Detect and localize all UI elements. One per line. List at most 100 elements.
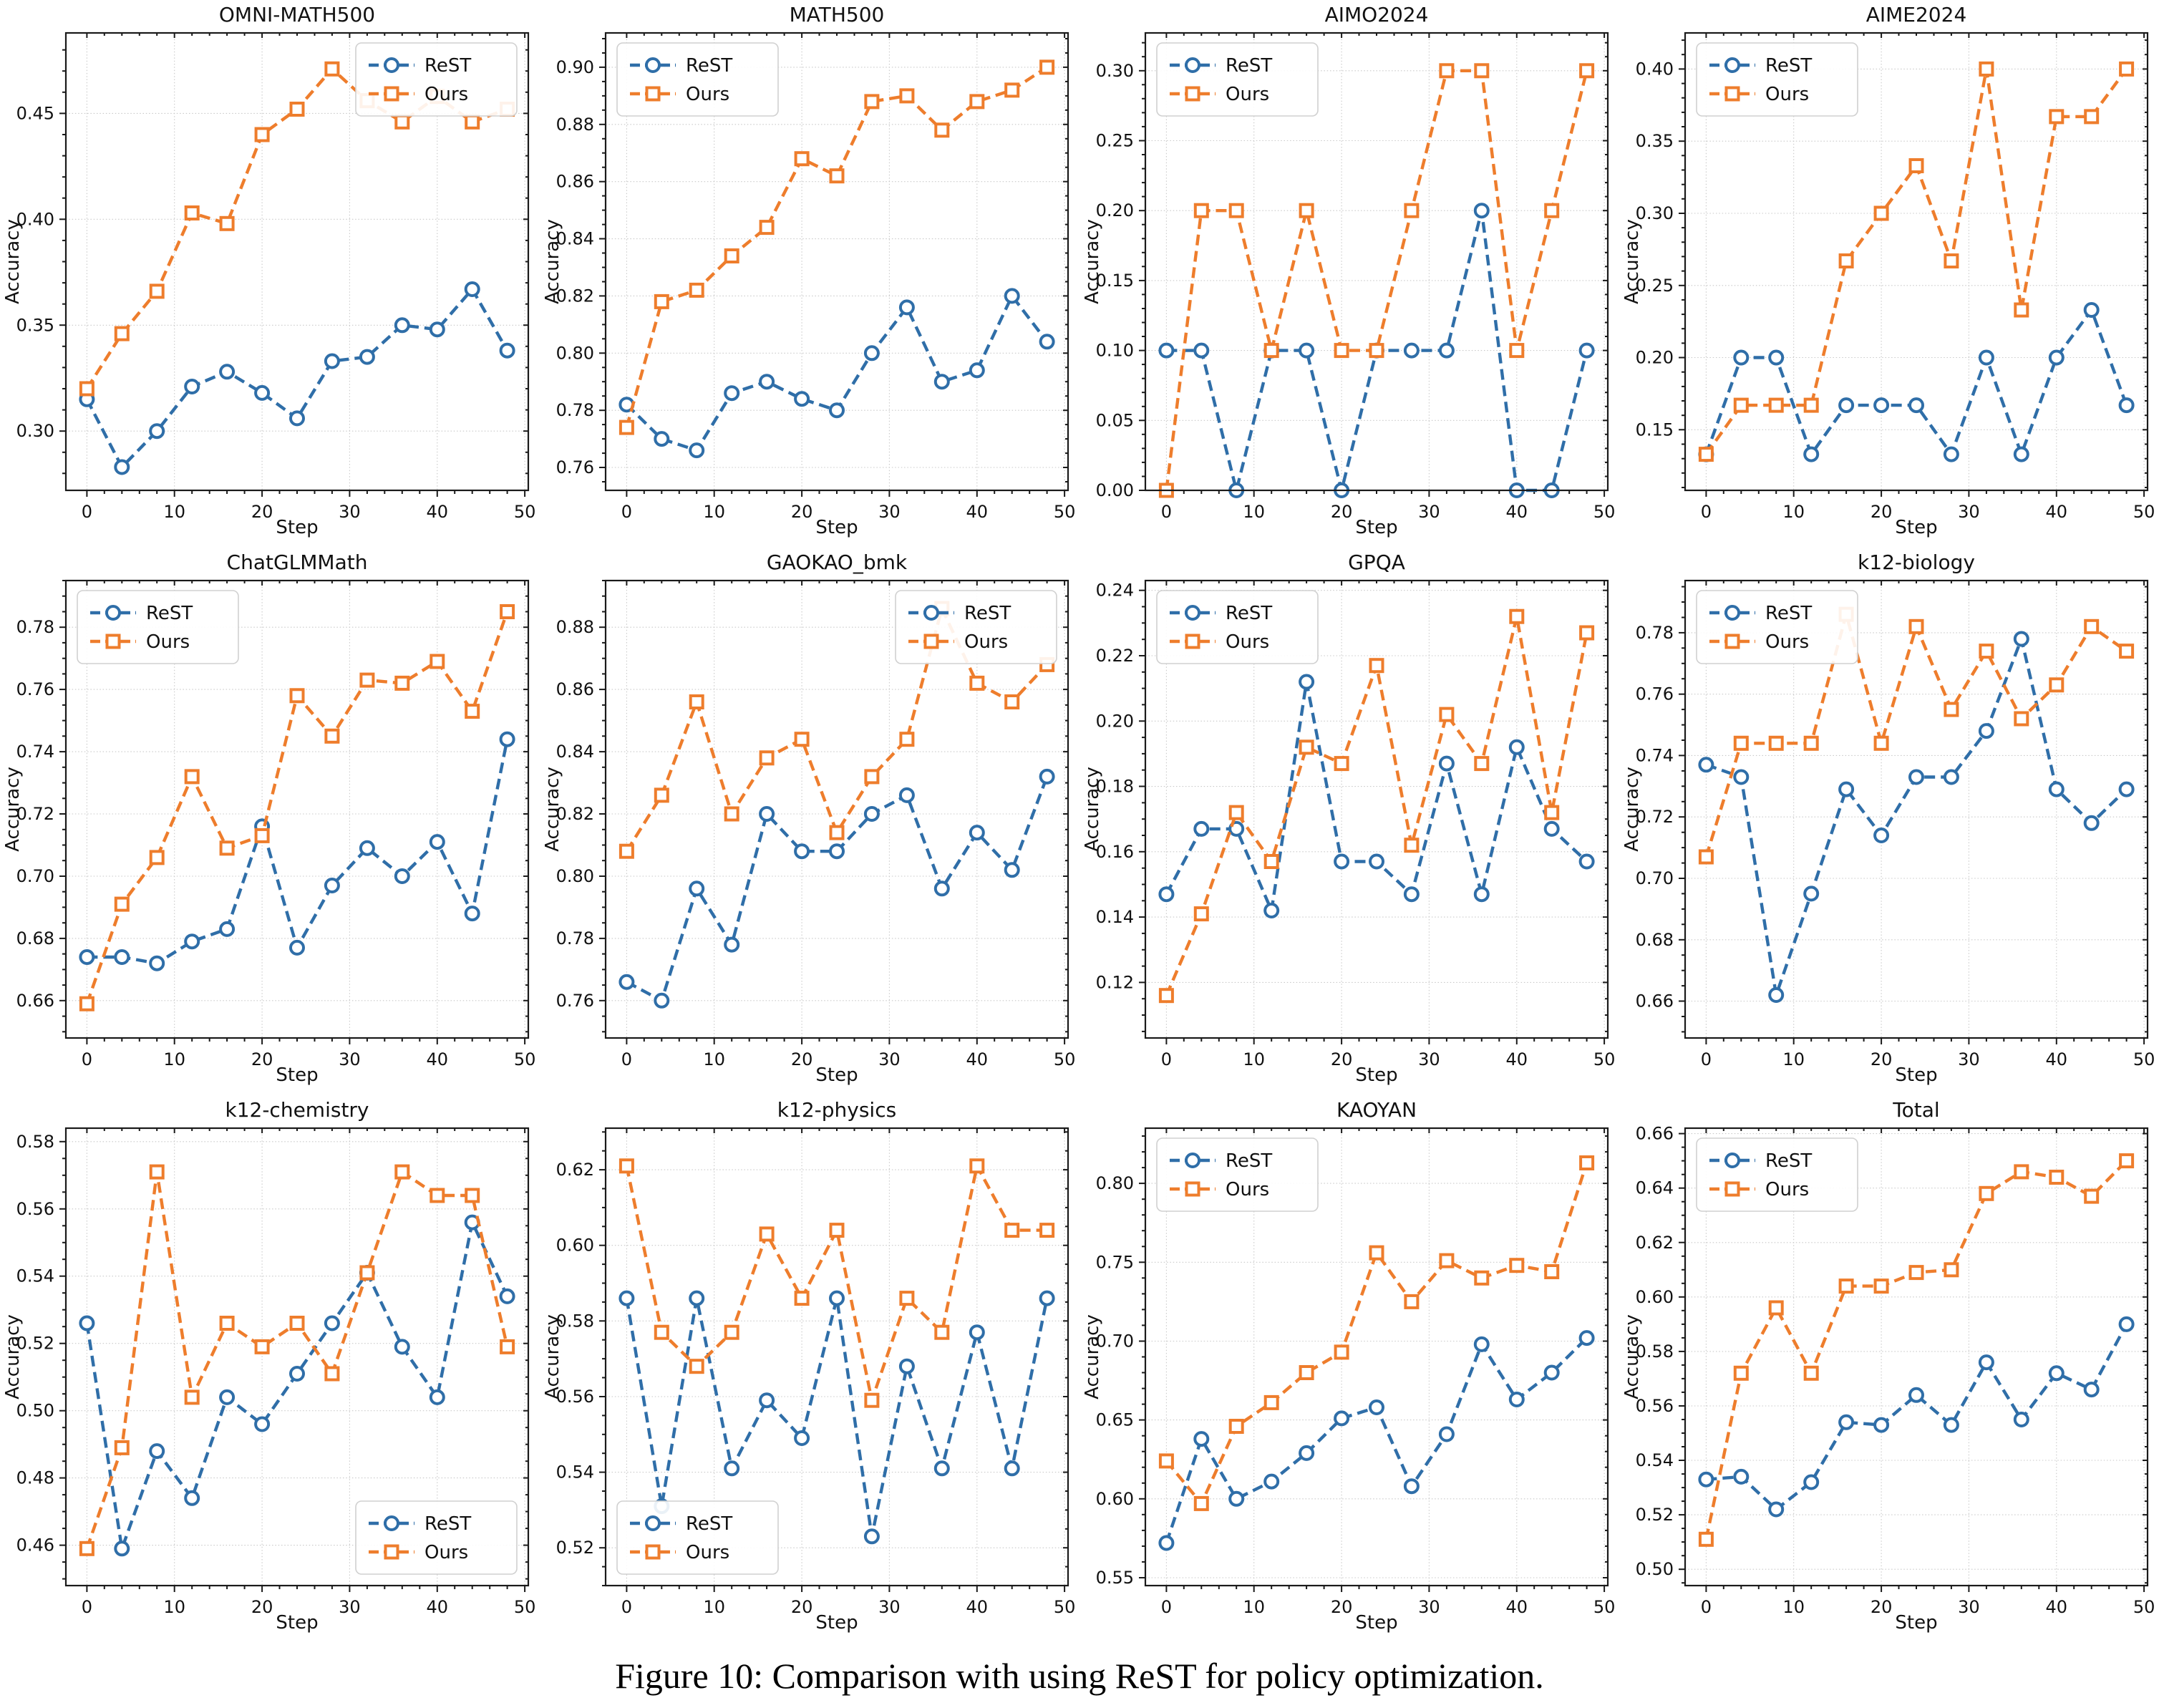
marker-ReST [1978, 723, 1994, 739]
chart-title: k12-physics [777, 1098, 896, 1122]
charts-grid: 0 10 20 30 40 50 0.30 0.35 0.40 0.45 ReST Ours OMNI-… [2, 0, 2159, 1634]
svg-text:0.10: 0.10 [1096, 341, 1134, 361]
svg-text:0.24: 0.24 [1096, 581, 1134, 601]
marker-ReST [359, 349, 375, 365]
chart-title: k12-biology [1858, 550, 1975, 574]
legend: ReST Ours [1696, 590, 1858, 664]
series-Ours [1165, 1162, 1588, 1507]
svg-text:0.50: 0.50 [1636, 1559, 1674, 1579]
svg-text:0.62: 0.62 [556, 1160, 594, 1180]
marker-ReST [1438, 755, 1455, 772]
marker-Ours [1299, 739, 1314, 755]
marker-Ours [969, 1158, 985, 1174]
marker-Ours [1908, 158, 1924, 173]
svg-text:40: 40 [966, 502, 989, 522]
marker-Ours [654, 787, 669, 803]
marker-ReST [1299, 1445, 1315, 1461]
marker-Ours [969, 675, 985, 691]
marker-ReST [429, 834, 445, 850]
svg-text:0.70: 0.70 [16, 866, 54, 886]
marker-ReST [499, 342, 515, 359]
chart-title: ChatGLMMath [227, 550, 368, 574]
svg-text:0.62: 0.62 [1636, 1233, 1674, 1253]
svg-text:0.56: 0.56 [556, 1387, 594, 1407]
marker-Ours [1404, 838, 1420, 853]
legend: ReST Ours [1156, 42, 1319, 117]
marker-ReST [1978, 349, 1994, 366]
marker-Ours [1439, 63, 1455, 79]
svg-text:0.74: 0.74 [1636, 745, 1674, 765]
svg-text:0.76: 0.76 [556, 991, 594, 1011]
svg-text:20: 20 [1331, 1049, 1353, 1069]
marker-Ours [864, 1392, 880, 1408]
marker-Ours [500, 604, 515, 619]
svg-text:0.15: 0.15 [1636, 419, 1674, 440]
marker-ReST [1438, 1426, 1455, 1442]
marker-Ours [1698, 447, 1714, 462]
marker-Ours [254, 1339, 270, 1354]
svg-text:0.58: 0.58 [16, 1132, 54, 1152]
svg-text:0.66: 0.66 [16, 991, 54, 1011]
svg-text:0.72: 0.72 [1636, 807, 1674, 827]
marker-ReST [219, 1389, 236, 1405]
svg-text:10: 10 [1243, 502, 1265, 522]
svg-text:40: 40 [966, 1049, 989, 1069]
marker-ReST [2048, 1365, 2065, 1382]
x-axis-label: Step [815, 1064, 858, 1086]
svg-text:0: 0 [621, 1049, 632, 1069]
marker-Ours [1404, 1294, 1420, 1309]
svg-text:0.88: 0.88 [556, 617, 594, 637]
marker-Ours [759, 1226, 775, 1242]
svg-text:10: 10 [1782, 502, 1805, 522]
marker-ReST [689, 880, 705, 897]
marker-ReST [1698, 757, 1714, 773]
x-axis-label: Step [276, 1064, 318, 1086]
marker-ReST [618, 974, 635, 990]
marker-ReST [1943, 769, 1959, 785]
marker-Ours [1544, 805, 1560, 820]
marker-Ours [1193, 1495, 1209, 1511]
marker-ReST [1193, 342, 1210, 359]
svg-text:10: 10 [163, 1049, 185, 1069]
marker-ReST [1473, 203, 1490, 219]
legend: ReST Ours [1696, 1137, 1858, 1212]
y-axis-label: Accuracy [2, 767, 24, 852]
svg-text:0.78: 0.78 [16, 617, 54, 637]
marker-ReST [969, 362, 985, 379]
legend-label: Ours [1226, 1179, 1269, 1200]
marker-Ours [1193, 203, 1209, 218]
marker-ReST [2118, 397, 2135, 414]
series-Ours [1704, 1160, 2128, 1540]
marker-Ours [1263, 343, 1279, 359]
marker-Ours [149, 1164, 165, 1180]
marker-Ours [934, 122, 950, 138]
svg-text:10: 10 [1782, 1049, 1805, 1069]
tick-labels: 0 10 20 30 40 50 0.30 0.35 0.40 0.45 [16, 103, 536, 522]
marker-Ours [1768, 735, 1784, 751]
y-axis-label: Accuracy [1621, 767, 1643, 852]
marker-ReST [1299, 674, 1315, 690]
marker-ReST [1193, 1431, 1210, 1447]
svg-text:0.88: 0.88 [556, 115, 594, 135]
marker-ReST [1473, 886, 1490, 903]
marker-ReST [1908, 1387, 1924, 1403]
svg-text:0.25: 0.25 [1636, 276, 1674, 296]
svg-text:0.76: 0.76 [556, 457, 594, 477]
figure-caption: Figure 10: Comparison with using ReST fo… [615, 1655, 1544, 1696]
svg-text:0.60: 0.60 [556, 1236, 594, 1256]
svg-text:20: 20 [1871, 502, 1893, 522]
chart-AIME2024: 0 10 20 30 40 50 0.15 0.20 0.25 0.30 0.35 0.40 ReST O… [1619, 0, 2159, 548]
marker-ReST [289, 410, 305, 427]
y-axis-label: Accuracy [1082, 219, 1103, 304]
svg-text:30: 30 [339, 502, 361, 522]
marker-ReST [1578, 342, 1595, 359]
chart-title: OMNI-MATH500 [219, 3, 375, 26]
marker-Ours [759, 220, 775, 236]
chart-svg-OMNI-MATH500: 0 10 20 30 40 50 0.30 0.35 0.40 0.45 ReST Ours OMNI-… [2, 3, 536, 538]
marker-Ours [1158, 988, 1174, 1004]
marker-ReST [1508, 739, 1525, 755]
chart-svg-MATH500: 0 10 20 30 40 50 0.76 0.78 0.80 0.82 0.84 0.86 0.88 0… [542, 3, 1075, 538]
svg-text:10: 10 [703, 1049, 725, 1069]
marker-Ours [1908, 618, 1924, 634]
legend-label: Ours [686, 1542, 729, 1563]
